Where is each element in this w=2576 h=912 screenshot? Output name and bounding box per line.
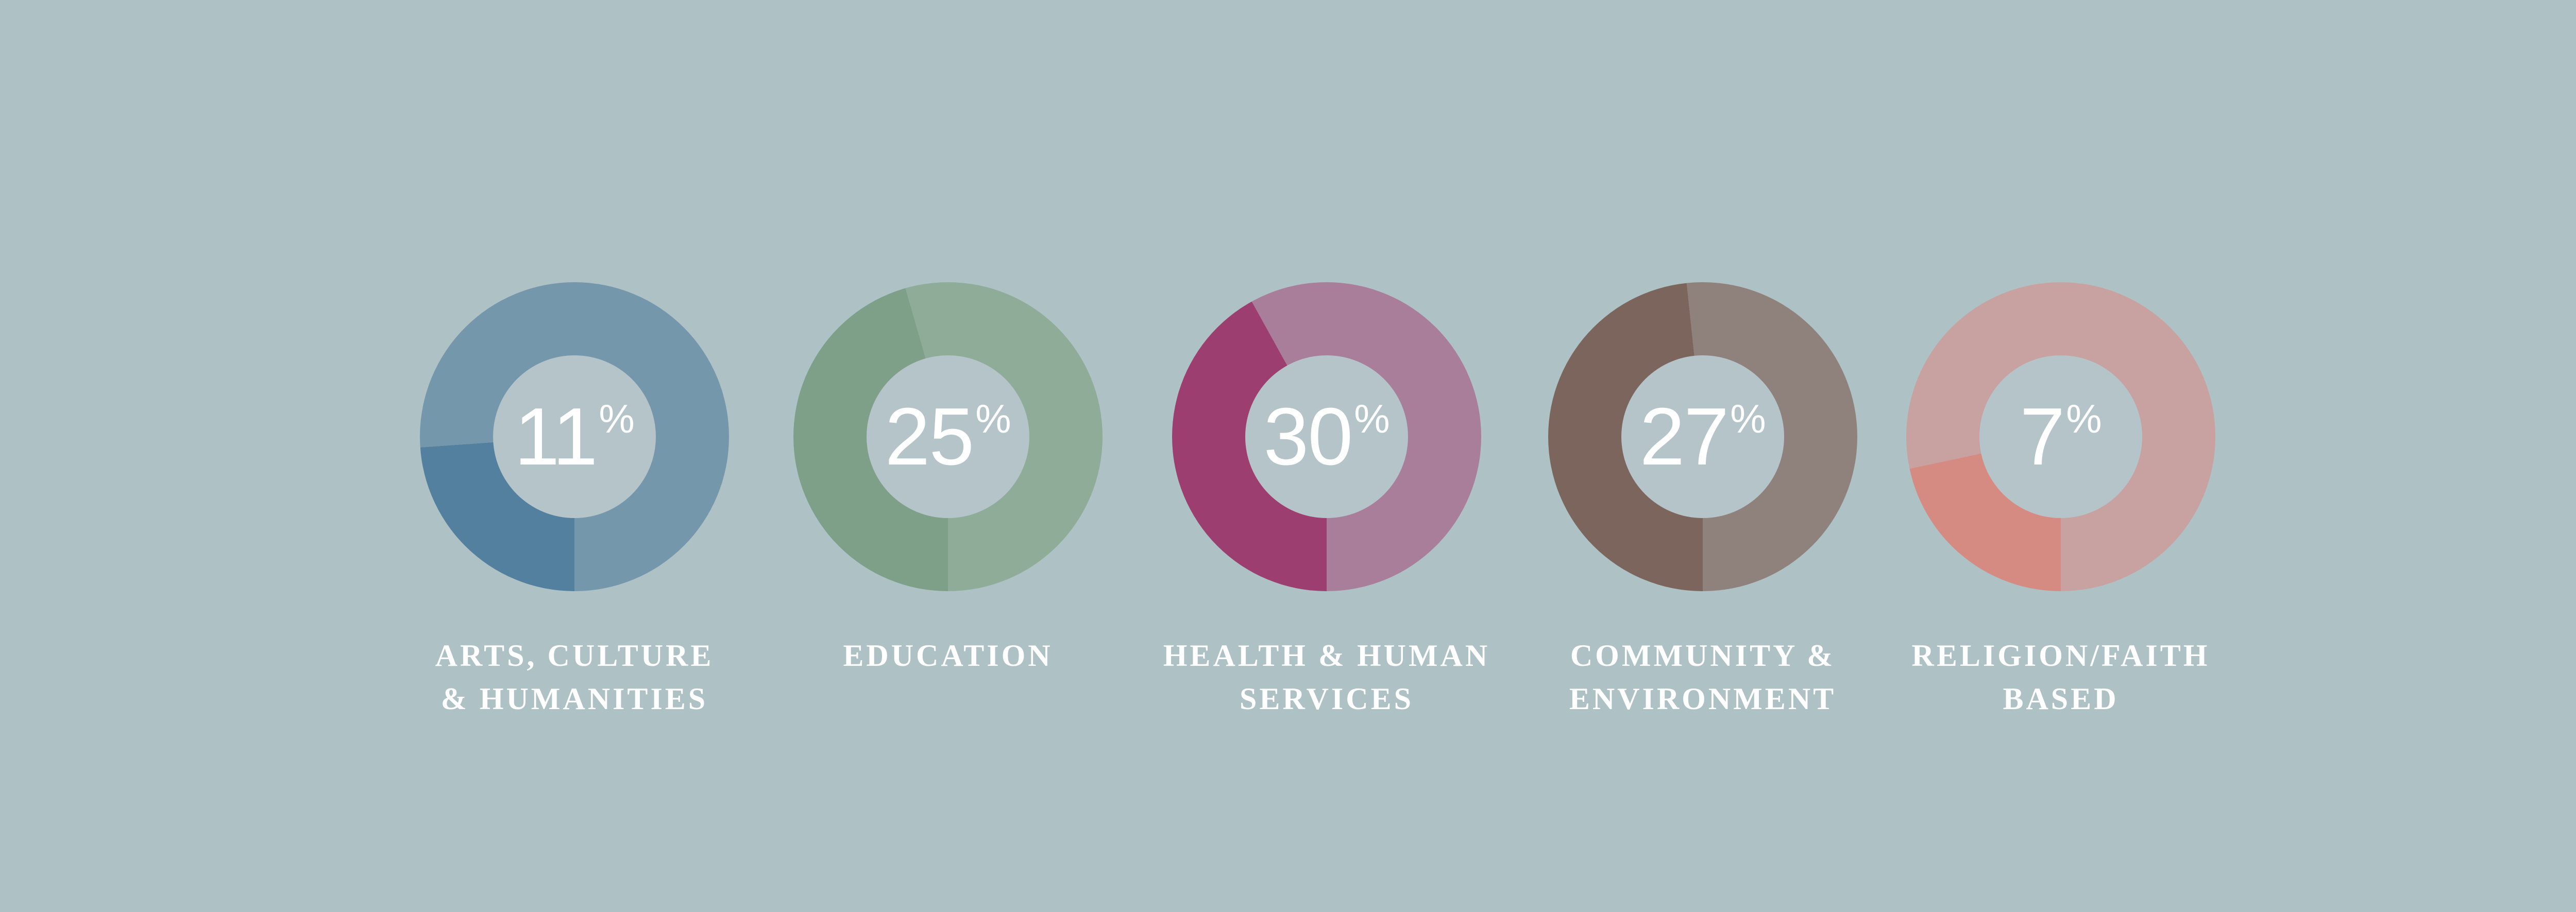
donut-category-label: HEALTH & HUMAN SERVICES (1121, 634, 1533, 720)
donut-value-number: 30 (1263, 391, 1353, 482)
donut-hole (1979, 355, 2142, 518)
donut-label-line1: EDUCATION (843, 639, 1053, 673)
donut-value-number: 11 (514, 391, 598, 482)
donut-group: 11% ARTS, CULTURE & HUMANITIES (420, 282, 729, 716)
percent-sign: % (1354, 396, 1390, 441)
donut-group: 25% EDUCATION (793, 282, 1103, 673)
donut-value: 11% (420, 282, 729, 591)
donut-value: 27% (1548, 282, 1857, 591)
donut-label-line2: & HUMANITIES (440, 682, 708, 716)
percent-sign: % (975, 396, 1011, 441)
donut-value: 25% (793, 282, 1103, 591)
percent-sign: % (599, 396, 635, 441)
donut-category-label: RELIGION/FAITH BASED (1855, 634, 2267, 720)
donut-category-label: EDUCATION (742, 634, 1154, 677)
donut-label-line1: ARTS, CULTURE (435, 639, 714, 673)
donut-value-number: 7 (2020, 391, 2065, 482)
donut-label-line1: COMMUNITY & (1570, 639, 1836, 673)
donut-label-line2: SERVICES (1239, 682, 1414, 716)
donut-label-line1: HEALTH & HUMAN (1163, 639, 1490, 673)
donut-hole (867, 355, 1029, 518)
donut-value-number: 27 (1639, 391, 1729, 482)
donut-value-number: 25 (885, 391, 974, 482)
donut-label-line1: RELIGION/FAITH (1911, 639, 2210, 673)
donut-hole (1245, 355, 1408, 518)
donut-label-line2: BASED (2003, 682, 2119, 716)
donut-category-label: ARTS, CULTURE & HUMANITIES (368, 634, 781, 720)
donut-group: 7% RELIGION/FAITH BASED (1906, 282, 2215, 716)
donut-hole (1621, 355, 1784, 518)
donut-label-line2: ENVIRONMENT (1569, 682, 1837, 716)
donut-hole (493, 355, 656, 518)
percent-sign: % (1730, 396, 1766, 441)
donut-value: 30% (1172, 282, 1481, 591)
donut-group: 27% COMMUNITY & ENVIRONMENT (1548, 282, 1857, 716)
donut-group: 30% HEALTH & HUMAN SERVICES (1163, 282, 1487, 716)
donut-value: 7% (1906, 282, 2215, 591)
percent-sign: % (2066, 396, 2102, 441)
donut-category-label: COMMUNITY & ENVIRONMENT (1497, 634, 1909, 720)
